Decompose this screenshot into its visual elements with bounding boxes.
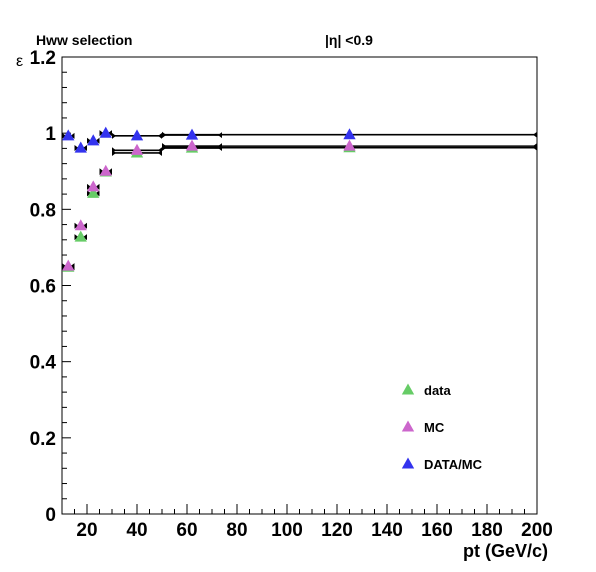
data-point-mc [87,180,100,192]
error-bar-cap [62,263,66,270]
data-point-data-mc [185,128,199,140]
y-tick-label: 0.6 [30,277,56,298]
error-bar-cap [70,263,75,270]
data-point-data [74,230,87,242]
y-tick-label: 0.2 [30,429,56,450]
data-point-data-mc [130,129,144,141]
data-point-data-mc [343,128,356,140]
error-bar-cap [158,147,162,154]
data-point-mc [130,143,144,155]
y-tick-label: 0 [45,505,56,526]
error-bar-cap [83,222,87,229]
error-bar-cap [162,143,166,150]
error-bar-cap [99,130,104,137]
y-tick-label: 1 [45,124,56,145]
x-tick-label: 140 [371,520,403,541]
data-point-mc [74,219,87,231]
legend-marker [401,420,415,432]
error-bar-cap [74,222,79,229]
x-tick-label: 80 [226,520,247,541]
error-bar-cap [62,132,66,139]
data-point-mc [185,139,199,151]
data-point-data-mc [74,141,87,153]
error-bar-cap [87,137,91,144]
x-axis-label: pt (GeV/c) [463,541,548,561]
x-tick-label: 160 [421,520,453,541]
y-axis-label: ε [16,53,23,70]
error-bar-cap [74,234,79,241]
legend-label: data [424,383,452,398]
error-bar-cap [108,130,112,137]
error-bar-cap [83,145,87,152]
x-tick-label: 60 [176,520,197,541]
legend-label: MC [424,420,445,435]
error-bar-cap [162,131,166,138]
error-bar-cap [533,131,537,138]
error-bar-cap [158,132,162,139]
x-tick-label: 120 [321,520,353,541]
error-bar-cap [95,190,100,197]
error-bar-cap [74,145,79,152]
error-bar-cap [87,183,91,190]
error-bar-cap [99,168,104,175]
chart-title-left: Hww selection [36,32,132,48]
x-tick-label: 40 [126,520,147,541]
x-tick-label: 20 [76,520,97,541]
x-tick-label: 200 [521,520,553,541]
legend-marker [401,383,415,395]
y-tick-label: 0.4 [30,353,57,374]
data-point-data-mc [99,126,112,138]
data-point-data-mc [87,134,100,146]
data-point-mc [343,139,356,151]
error-bar-cap [95,183,100,190]
data-point-data-mc [62,129,75,141]
data-point-mc [62,259,75,271]
chart-title-right: |η| <0.9 [325,32,373,48]
x-tick-label: 100 [271,520,303,541]
data-point-data [87,186,100,198]
data-point-mc [99,164,112,176]
legend-label: DATA/MC [424,457,483,472]
error-bar-cap [87,190,91,197]
y-tick-label: 1.2 [30,48,56,69]
error-bar-cap [95,137,100,144]
error-bar-cap [70,132,75,139]
error-bar-cap [112,132,116,139]
y-tick-label: 0.8 [30,200,56,221]
error-bar-cap [108,168,112,175]
error-bar-cap [533,143,537,150]
error-bar-cap [112,147,116,154]
legend-marker [401,457,415,469]
error-bar-cap [83,234,87,241]
x-tick-label: 180 [471,520,503,541]
